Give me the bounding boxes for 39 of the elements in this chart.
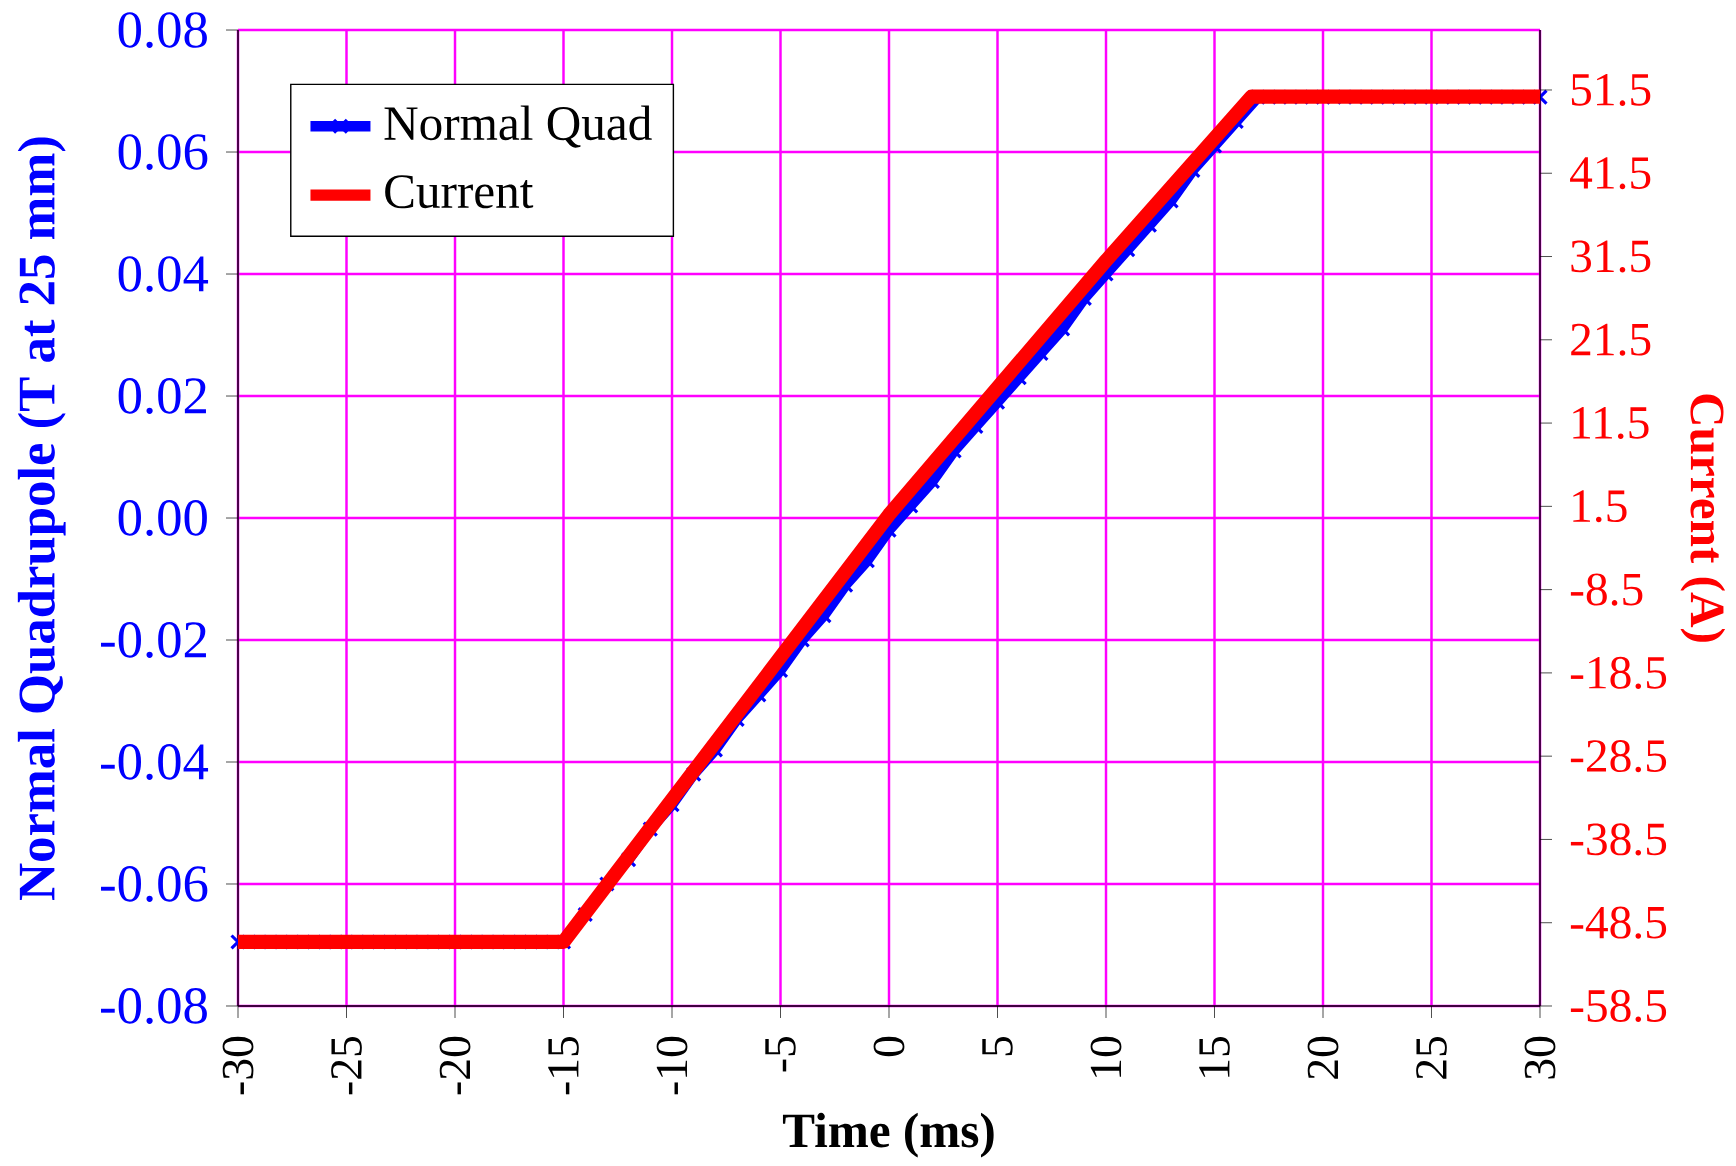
- y2-tick-label: -48.5: [1570, 906, 1667, 939]
- y2-tick-label: 11.5: [1573, 407, 1649, 440]
- y2-tick-label: 51.5: [1571, 73, 1651, 106]
- y2-tick-label: -38.5: [1570, 823, 1667, 856]
- y2-tick-label: -58.5: [1570, 989, 1667, 1023]
- y2-tick-label: 41.5: [1570, 157, 1651, 190]
- y-tick-label: -0.06: [101, 866, 208, 902]
- y-tick-label: -0.02: [101, 622, 206, 658]
- x-tick-label: 10: [1090, 1036, 1122, 1077]
- x-tick-label: 0: [873, 1036, 905, 1057]
- y-tick-label: 0.04: [118, 256, 209, 292]
- x-tick-label: 5: [982, 1036, 1013, 1056]
- y-axis-title: Normal Quadrupole (T at 25 mm): [17, 137, 66, 900]
- y2-tick-label: -28.5: [1570, 740, 1667, 773]
- x-tick-label: 20: [1307, 1036, 1339, 1079]
- y-tick-label: 0.08: [118, 12, 207, 48]
- x-tick-label: -5: [765, 1036, 796, 1072]
- y-tick-label: 0.06: [118, 134, 208, 170]
- x-tick-label: -20: [439, 1036, 471, 1095]
- x-tick-label: 30: [1524, 1036, 1556, 1079]
- x-tick-label: -30: [222, 1036, 254, 1095]
- legend-label: Current: [385, 175, 534, 209]
- y2-tick-label: -18.5: [1570, 656, 1667, 689]
- x-axis-title: Time (ms): [782, 1112, 994, 1158]
- y2-tick-label: 1.5: [1573, 490, 1627, 523]
- y2-tick-label: 31.5: [1571, 240, 1651, 273]
- y-tick-label: -0.08: [101, 988, 207, 1024]
- y-tick-label: 0.00: [118, 500, 207, 536]
- x-tick-label: 25: [1416, 1036, 1447, 1079]
- x-tick-label: -25: [331, 1036, 362, 1095]
- x-tick-label: 15: [1199, 1036, 1230, 1077]
- x-tick-label: -10: [656, 1036, 688, 1095]
- legend-label: Normal Quad: [384, 105, 652, 148]
- y-tick-label: -0.04: [101, 744, 209, 780]
- y2-axis-title: Current (A): [1680, 394, 1726, 642]
- y2-tick-label: -8.5: [1570, 573, 1643, 606]
- y2-tick-label: 21.5: [1571, 323, 1651, 356]
- y-tick-label: 0.02: [118, 378, 206, 414]
- x-tick-label: -15: [548, 1036, 579, 1095]
